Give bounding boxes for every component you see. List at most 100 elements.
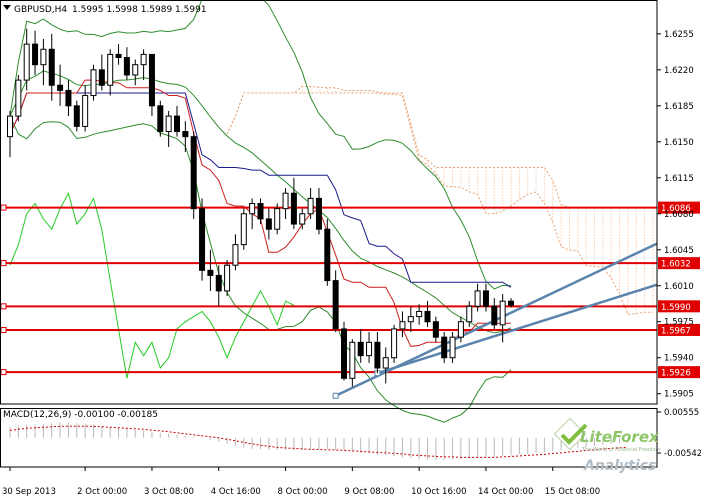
candle-body-down bbox=[265, 218, 272, 230]
candle-body-up bbox=[82, 95, 89, 127]
candle-body-up bbox=[140, 53, 147, 66]
candle-body-up bbox=[23, 43, 30, 81]
candle-body-down bbox=[73, 105, 80, 127]
price-tick-label: 1.6185 bbox=[664, 102, 694, 112]
level-price-tag bbox=[658, 257, 700, 270]
candle-body-down bbox=[48, 48, 55, 86]
price-tick-label: 1.5975 bbox=[664, 318, 694, 328]
level-price-tag bbox=[658, 201, 700, 214]
level-handle bbox=[0, 260, 7, 267]
candle-body-up bbox=[232, 244, 239, 266]
candle-body-up bbox=[366, 341, 373, 357]
candle-body-up bbox=[416, 310, 423, 318]
bollinger-lower bbox=[9, 115, 512, 423]
time-tick-label: 3 Oct 08:00 bbox=[144, 487, 194, 497]
candle-body-up bbox=[474, 290, 481, 307]
candle-body-up bbox=[307, 197, 314, 215]
watermark-tagline: The World of Financial Freedom bbox=[581, 447, 661, 453]
candle-body-up bbox=[466, 305, 473, 323]
candles bbox=[7, 28, 514, 387]
candle-body-up bbox=[107, 53, 114, 86]
candle-body-down bbox=[332, 280, 339, 330]
candle-body-down bbox=[115, 53, 122, 58]
candle-body-down bbox=[432, 321, 439, 338]
candle-body-down bbox=[182, 131, 189, 138]
candle-body-up bbox=[15, 79, 22, 117]
candle-body-down bbox=[207, 269, 214, 276]
price-tick-label: 1.6010 bbox=[664, 282, 694, 292]
trendline-handle bbox=[332, 392, 339, 399]
price-tick-label: 1.6255 bbox=[664, 30, 694, 40]
candle-body-up bbox=[7, 115, 13, 138]
macd-signal-line bbox=[9, 425, 628, 458]
price-tick-label: 1.5940 bbox=[664, 354, 694, 364]
candle-body-down bbox=[215, 274, 222, 292]
price-tick-label: 1.6150 bbox=[664, 138, 694, 148]
candle-body-down bbox=[174, 115, 180, 133]
candle-body-down bbox=[190, 136, 197, 210]
price-tick-label: 1.6080 bbox=[664, 210, 694, 220]
level-price-tag bbox=[658, 300, 700, 313]
chart-frame bbox=[0, 0, 658, 468]
candle-body-up bbox=[349, 341, 356, 379]
candle-body-up bbox=[382, 357, 389, 369]
candle-body-down bbox=[508, 300, 514, 306]
candle-body-down bbox=[374, 341, 381, 369]
price-tick-label: 1.6045 bbox=[664, 246, 694, 256]
candle-body-down bbox=[123, 56, 130, 76]
candle-body-down bbox=[257, 203, 264, 220]
time-tick-label: 30 Sep 2013 bbox=[2, 487, 56, 497]
time-tick-label: 8 Oct 00:00 bbox=[278, 487, 328, 497]
candle-body-down bbox=[357, 341, 364, 357]
macd-scale-top: 0.00555 bbox=[664, 408, 699, 418]
level-handle bbox=[0, 303, 7, 310]
price-axis: 1.62551.62201.61851.61501.61151.60801.60… bbox=[657, 30, 694, 400]
candle-body-up bbox=[165, 115, 172, 133]
watermark-check-icon bbox=[560, 423, 588, 445]
candle-body-down bbox=[324, 228, 331, 282]
candle-body-up bbox=[457, 321, 464, 338]
candle-body-down bbox=[315, 197, 322, 230]
level-price-label: 1.5967 bbox=[661, 326, 691, 336]
candle-body-up bbox=[499, 300, 506, 326]
candle-body-down bbox=[341, 328, 347, 379]
main-panel-border bbox=[0, 0, 658, 405]
level-handle bbox=[0, 326, 7, 333]
candle-body-up bbox=[391, 328, 398, 359]
trendline bbox=[377, 283, 658, 375]
level-price-label: 1.5990 bbox=[661, 303, 691, 313]
symbol-timeframe[interactable]: GBPUSD,H4 bbox=[14, 5, 67, 15]
candle-body-up bbox=[132, 64, 139, 76]
macd-label: MACD(12,26,9) -0.00100 -0.00185 bbox=[3, 410, 158, 420]
level-price-tag bbox=[658, 366, 700, 379]
price-tick-label: 1.6220 bbox=[664, 66, 694, 76]
candle-body-up bbox=[407, 316, 414, 323]
ohlc-readout: 1.5995 1.5998 1.5989 1.5991 bbox=[72, 5, 207, 15]
candle-body-up bbox=[299, 213, 306, 225]
candle-body-down bbox=[57, 84, 64, 91]
level-handle bbox=[0, 369, 7, 376]
time-tick-label: 9 Oct 08:00 bbox=[344, 487, 394, 497]
candle-body-down bbox=[441, 336, 448, 359]
time-tick-label: 10 Oct 16:00 bbox=[411, 487, 466, 497]
candle-body-up bbox=[90, 69, 97, 97]
candle-body-up bbox=[399, 321, 406, 330]
candle-body-down bbox=[148, 53, 155, 107]
candle-body-down bbox=[424, 310, 431, 323]
watermark-logo-icon bbox=[553, 417, 587, 451]
watermark-analytics: Analytics bbox=[583, 458, 656, 474]
watermark-brand: LiteForex bbox=[580, 428, 660, 446]
time-tick-label: 15 Oct 08:00 bbox=[545, 487, 600, 497]
support-resistance-lines: 1.6086 1.6032 1.5990 1.5967 1.5926 bbox=[0, 201, 700, 379]
time-tick-label: 2 Oct 00:00 bbox=[77, 487, 127, 497]
macd-panel: 0.00555 -0.00542 bbox=[9, 408, 701, 460]
level-price-label: 1.6032 bbox=[661, 260, 691, 270]
candle-body-down bbox=[32, 43, 39, 66]
level-price-label: 1.6086 bbox=[661, 204, 691, 214]
candle-body-down bbox=[199, 208, 206, 271]
macd-scale-bottom: -0.00542 bbox=[664, 449, 701, 459]
chikou-span bbox=[9, 191, 295, 379]
symbol-dropdown-icon[interactable] bbox=[3, 5, 11, 10]
